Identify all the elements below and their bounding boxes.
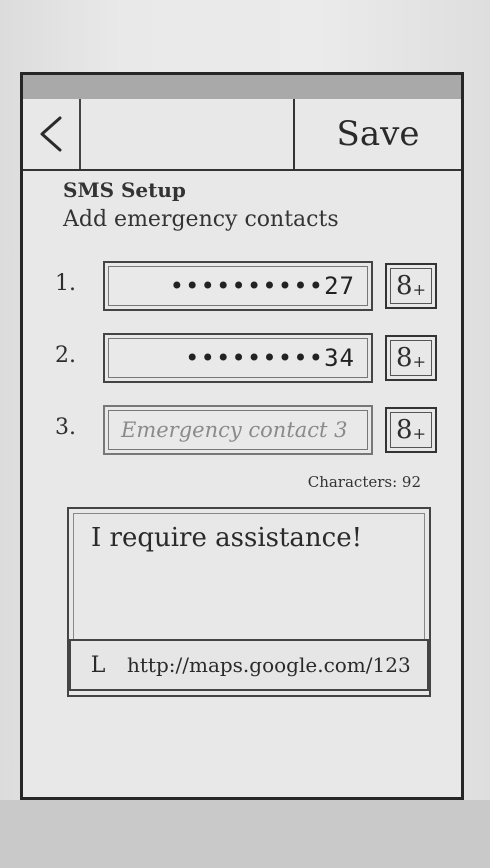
link-icon: L xyxy=(90,652,106,678)
contact-book-icon: 8 xyxy=(396,415,413,445)
contact-row-2: 2. •••••••••34 8 + xyxy=(51,333,461,387)
contact-number: 3. xyxy=(55,415,76,440)
message-textarea[interactable]: I require assistance! xyxy=(67,507,431,697)
save-button[interactable]: Save xyxy=(336,114,420,154)
character-count: Characters: 92 xyxy=(307,473,421,491)
plus-icon: + xyxy=(412,279,426,299)
location-link-text: http://maps.google.com/123 xyxy=(127,653,411,677)
contact-field-1[interactable]: ••••••••••27 xyxy=(103,261,373,311)
plus-icon: + xyxy=(412,351,426,371)
contact-book-icon: 8 xyxy=(396,343,413,373)
section-title: SMS Setup xyxy=(63,178,186,202)
contact-number: 1. xyxy=(55,271,76,296)
back-button[interactable] xyxy=(23,99,81,169)
contact-book-icon: 8 xyxy=(396,271,413,301)
table-surface xyxy=(0,800,490,868)
add-contact-button-1[interactable]: 8 + xyxy=(385,263,437,309)
message-text: I require assistance! xyxy=(91,523,363,553)
add-contact-button-2[interactable]: 8 + xyxy=(385,335,437,381)
contact-field-2[interactable]: •••••••••34 xyxy=(103,333,373,383)
contact-field-3[interactable]: Emergency contact 3 xyxy=(103,405,373,455)
plus-icon: + xyxy=(412,423,426,443)
contact-number: 2. xyxy=(55,343,76,368)
title-area xyxy=(81,99,295,169)
add-contact-button-3[interactable]: 8 + xyxy=(385,407,437,453)
section-subtitle: Add emergency contacts xyxy=(63,207,339,232)
back-arrow-icon xyxy=(40,116,62,152)
top-app-bar: Save xyxy=(23,99,461,171)
contact-row-3: 3. Emergency contact 3 8 + xyxy=(51,405,461,459)
location-link[interactable]: L http://maps.google.com/123 xyxy=(69,639,429,691)
contact-row-1: 1. ••••••••••27 8 + xyxy=(51,261,461,315)
status-bar xyxy=(23,75,461,99)
phone-frame: Save SMS Setup Add emergency contacts 1.… xyxy=(20,72,464,800)
